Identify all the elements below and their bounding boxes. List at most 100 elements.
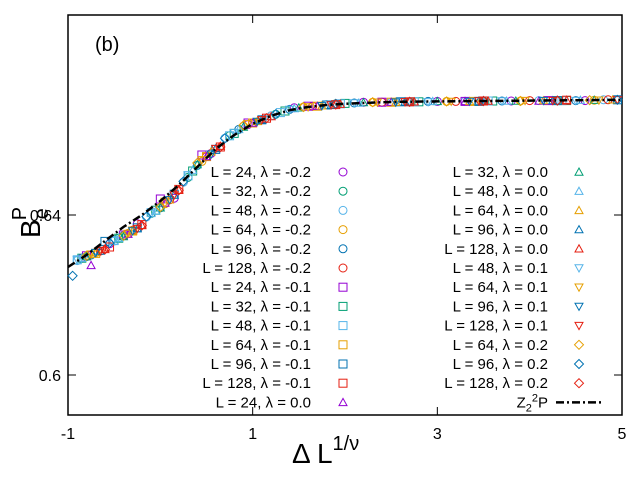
legend-label: L = 32, λ = 0.0 [453, 164, 548, 181]
legend-marker [338, 321, 348, 331]
data-point [164, 196, 175, 205]
x-tick-label: 1 [248, 426, 257, 443]
legend-label: L = 128, λ = 0.1 [444, 318, 548, 335]
legend-marker [338, 282, 348, 292]
legend-marker [574, 243, 584, 253]
legend-label: L = 128, λ = 0.0 [444, 241, 548, 258]
data-point [86, 260, 96, 270]
y-axis-title-sub: e [31, 208, 53, 219]
legend-label: L = 48, λ = -0.2 [211, 202, 311, 219]
legend-label: L = 32, λ = -0.1 [211, 298, 311, 315]
data-point [178, 176, 189, 187]
data-point [441, 96, 452, 107]
data-point [584, 94, 595, 106]
data-point [358, 97, 369, 107]
legend-marker [574, 302, 584, 312]
data-point [187, 165, 198, 174]
legend-label: L = 128, λ = -0.1 [202, 375, 311, 392]
y-axis-title-sup: P [9, 207, 31, 220]
legend-label: L = 24, λ = -0.1 [211, 279, 311, 296]
data-point [67, 270, 78, 282]
legend-marker [574, 264, 584, 274]
legend-marker [338, 397, 348, 407]
data-point [293, 102, 304, 112]
x-tick-label: 5 [618, 426, 627, 443]
legend-curve-text: Z [517, 394, 526, 411]
data-point [146, 209, 156, 219]
x-axis-title-main: Δ L [292, 438, 333, 469]
data-point [99, 244, 111, 255]
legend-label: L = 64, λ = 0.1 [453, 279, 548, 296]
x-axis-title-sup: 1/ν [333, 433, 360, 455]
legend-marker [574, 321, 584, 331]
legend-label: L = 64, λ = -0.2 [211, 222, 311, 239]
legend-marker [338, 263, 348, 273]
legend-label: L = 24, λ = -0.2 [211, 164, 311, 181]
y-axis-title-main: B [15, 219, 46, 238]
legend-label: L = 96, λ = 0.1 [453, 298, 548, 315]
legend-marker [573, 377, 585, 389]
fit-curve [67, 98, 623, 269]
legend-label: L = 32, λ = -0.2 [211, 183, 311, 200]
data-point [81, 250, 92, 262]
y-tick-label: 0.64 [30, 208, 61, 225]
legend-marker [573, 358, 585, 370]
legend-marker [574, 166, 584, 176]
data-point [238, 120, 249, 131]
legend-marker [338, 378, 348, 388]
legend-marker [338, 205, 348, 215]
legend-marker [338, 225, 348, 235]
data-point [155, 201, 166, 213]
x-axis-title: Δ L1/ν [292, 433, 359, 469]
legend-label: L = 96, λ = -0.2 [211, 241, 311, 258]
legend-label: L = 96, λ = 0.0 [453, 222, 548, 239]
legend-label: L = 128, λ = 0.2 [444, 375, 548, 392]
legend-marker [574, 224, 584, 234]
legend-curve-text: 2 [526, 402, 532, 414]
legend-marker [338, 301, 348, 311]
data-point [72, 256, 83, 265]
legend-marker [338, 340, 348, 350]
x-tick-label: 3 [433, 426, 442, 443]
curve-line [67, 98, 623, 269]
data-point [183, 171, 193, 181]
data-point [612, 94, 623, 106]
data-point [173, 185, 184, 194]
data-point [160, 199, 170, 209]
panel-label: (b) [95, 34, 119, 56]
legend-label: L = 64, λ = 0.0 [453, 202, 548, 219]
data-point [390, 98, 401, 108]
y-tick-label: 0.6 [39, 368, 61, 385]
legend-label: L = 48, λ = -0.1 [211, 318, 311, 335]
legend-marker [574, 205, 584, 215]
legend-curve-text: 2 [532, 392, 538, 404]
data-point [404, 96, 415, 108]
data-point [127, 227, 138, 237]
data-point [330, 98, 341, 110]
data-point [197, 156, 207, 165]
legend-marker [338, 186, 348, 196]
y-axis-title: BeP [9, 207, 53, 238]
data-point [169, 191, 180, 201]
data-point [478, 95, 489, 107]
legend-label: L = 128, λ = -0.2 [202, 260, 311, 277]
legend-label: L = 96, λ = 0.2 [453, 356, 548, 373]
legend-label: L = 96, λ = -0.1 [211, 356, 311, 373]
legend-label: L = 64, λ = -0.1 [211, 337, 311, 354]
data-point [118, 230, 129, 242]
data-point [423, 98, 433, 107]
legend-label: L = 48, λ = 0.0 [453, 183, 548, 200]
legend-marker [574, 283, 584, 293]
legend-marker [338, 244, 348, 254]
data-point [219, 132, 231, 144]
data-point [100, 244, 110, 254]
legend-curve-text: P [538, 394, 548, 411]
legend: L = 24, λ = -0.2 L = 32, λ = -0.2 L = 48, … [202, 164, 604, 414]
legend-label: L = 48, λ = 0.1 [453, 260, 548, 277]
data-point [367, 96, 378, 108]
legend-label: L = 24, λ = 0.0 [216, 394, 311, 411]
data-point [197, 150, 207, 160]
data-point [298, 101, 309, 113]
legend-label-curve: Z22P [517, 392, 548, 414]
